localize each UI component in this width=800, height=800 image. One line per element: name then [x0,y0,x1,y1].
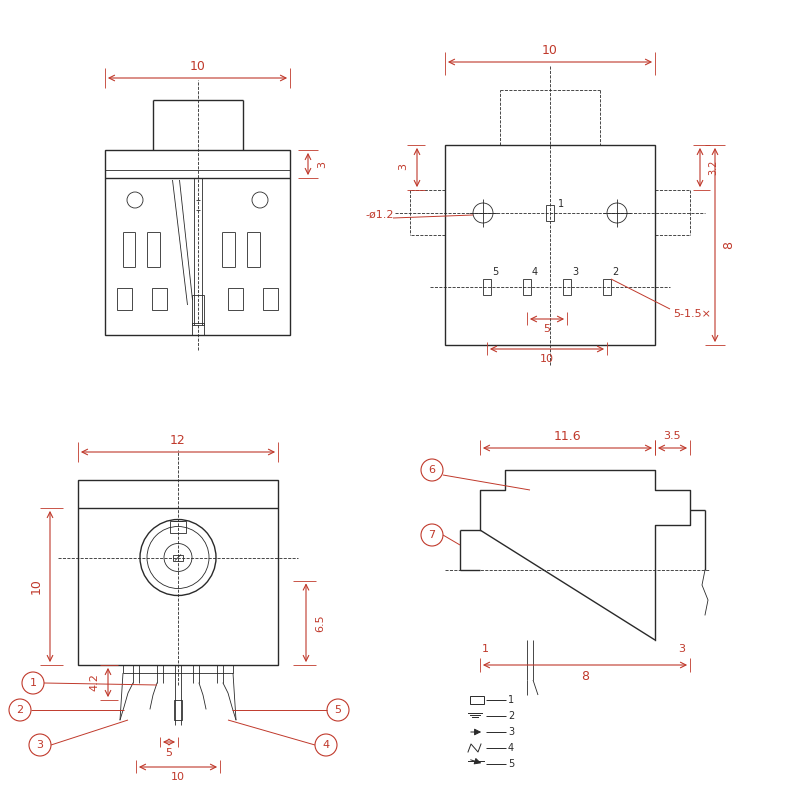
Bar [78,480,278,665]
Bar [117,288,132,310]
Text: 3: 3 [317,161,327,167]
Text: 2: 2 [17,705,23,715]
Bar [603,279,611,295]
Bar [523,279,531,295]
Text: 4.2: 4.2 [89,673,99,691]
Bar [263,288,278,310]
Bar [563,279,571,295]
Text: 10: 10 [540,354,554,364]
Text: 10: 10 [542,43,558,57]
Bar [445,145,655,345]
Text: 1: 1 [30,678,37,688]
Text: 10: 10 [190,61,206,74]
Text: 5: 5 [508,759,514,769]
Bar [174,700,182,720]
Text: 1: 1 [558,199,564,209]
Text: 4: 4 [322,740,330,750]
Text: 2: 2 [612,267,618,277]
Text: 6.5: 6.5 [315,614,325,631]
Text: 12: 12 [170,434,186,446]
Text: 2: 2 [508,711,514,721]
Text: 5: 5 [334,705,342,715]
Text: -ø1.2: -ø1.2 [365,210,394,220]
Text: 1: 1 [508,695,514,705]
Text: 3: 3 [37,740,43,750]
Text: 10: 10 [30,578,42,594]
Bar [152,288,167,310]
Text: 4: 4 [508,743,514,753]
Text: 3: 3 [398,163,408,170]
Text: 3: 3 [508,727,514,737]
Text: 7: 7 [429,530,435,540]
Text: 6: 6 [429,465,435,475]
Text: 5: 5 [492,267,498,277]
Bar [173,554,183,561]
Bar [191,295,203,325]
Text: 3.2: 3.2 [708,159,718,174]
Text: 3.5: 3.5 [663,431,681,441]
Bar [228,288,243,310]
Text: 8: 8 [722,241,735,249]
Bar [470,696,484,704]
Bar [546,205,554,221]
Bar [170,521,186,533]
Bar [191,323,203,335]
Text: 11.6: 11.6 [553,430,581,442]
Bar [105,150,290,335]
Bar [483,279,491,295]
Text: 10: 10 [171,772,185,782]
Text: 3: 3 [572,267,578,277]
Text: 4: 4 [532,267,538,277]
Text: 5: 5 [166,748,173,758]
Text: 3: 3 [678,644,685,654]
Text: 8: 8 [581,670,589,683]
Text: 1: 1 [482,644,489,654]
Text: 5-1.5×: 5-1.5× [673,309,711,319]
Text: 5: 5 [543,324,550,334]
